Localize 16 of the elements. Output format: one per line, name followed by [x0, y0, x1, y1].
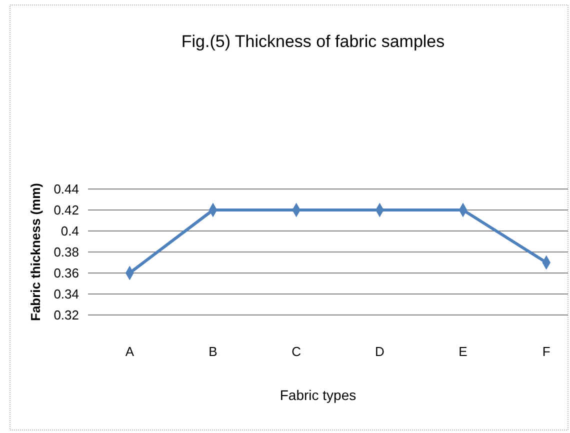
- y-tick-label: 0.32: [54, 308, 79, 323]
- y-tick-label: 0.42: [54, 202, 79, 218]
- x-axis-title: Fabric types: [280, 387, 356, 403]
- x-tick-label: D: [374, 344, 384, 359]
- y-tick-label: 0.4: [60, 224, 79, 239]
- y-axis-title: Fabric thickness (mm): [28, 183, 43, 321]
- y-tick-label: 0.38: [54, 244, 79, 260]
- x-tick-label: B: [208, 344, 218, 359]
- y-tick-label: 0.34: [54, 286, 79, 302]
- x-tick-label: A: [125, 344, 134, 359]
- y-tick-label: 0.44: [54, 182, 79, 197]
- y-tick-label: 0.36: [54, 266, 79, 281]
- x-tick-label: F: [542, 344, 550, 359]
- chart-title: Fig.(5) Thickness of fabric samples: [181, 32, 445, 51]
- x-tick-label: E: [458, 344, 468, 359]
- x-tick-label: C: [292, 344, 302, 359]
